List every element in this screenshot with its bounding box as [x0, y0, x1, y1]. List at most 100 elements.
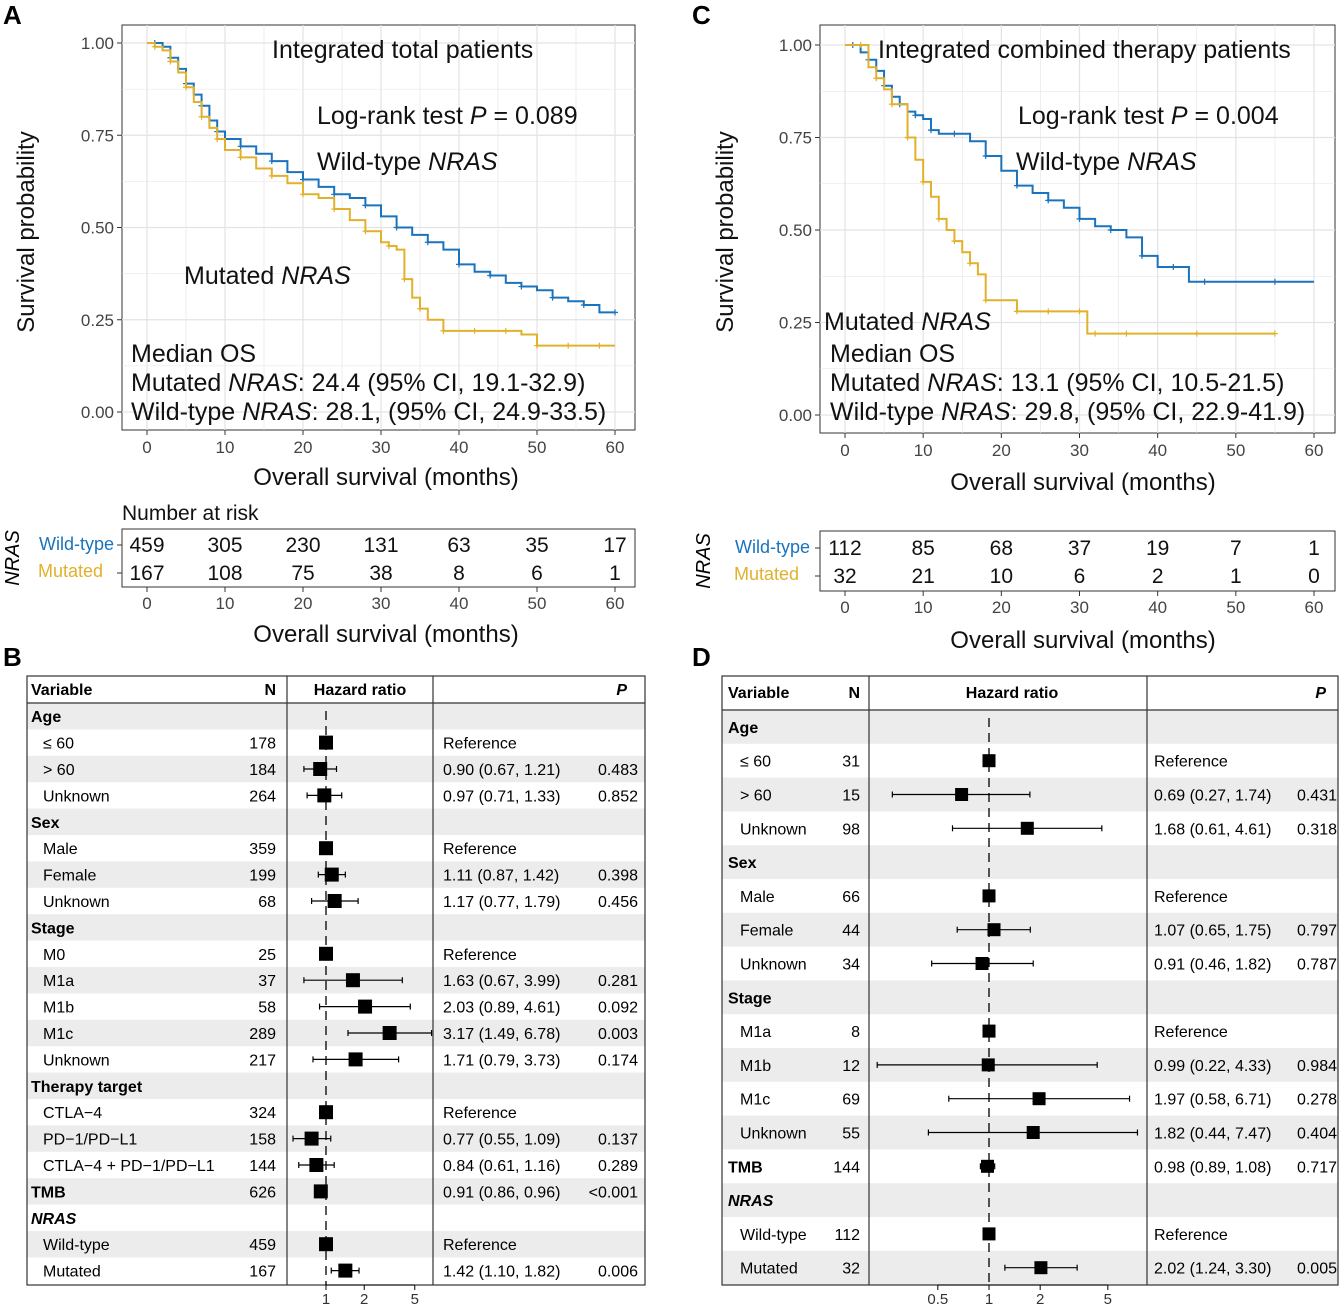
- forest-row-label: Unknown: [740, 1126, 807, 1143]
- forest-row-label: M1b: [740, 1058, 771, 1075]
- forest-xtick-label: 1: [985, 1291, 993, 1307]
- forest-row-hr-text: 0.84 (0.61, 1.16): [443, 1158, 560, 1175]
- km-censor-mark: [424, 239, 431, 246]
- forest-row-p: 0.092: [598, 1000, 638, 1017]
- km-censor-mark: [300, 191, 306, 198]
- risk-wild-value: 17: [603, 534, 626, 557]
- forest-row-p: 0.431: [1297, 788, 1337, 805]
- risk-xtick-label: 20: [992, 598, 1011, 617]
- forest-row-hr-text: 0.99 (0.22, 4.33): [1154, 1058, 1271, 1075]
- forest-row-hr-text: 1.71 (0.79, 3.73): [443, 1052, 560, 1069]
- forest-row-label: Unknown: [43, 788, 110, 805]
- km-xtick-label: 40: [450, 438, 469, 457]
- forest-row-p: <0.001: [589, 1184, 638, 1201]
- forest-row-band: [27, 1178, 645, 1205]
- forest-row-p: 0.281: [598, 973, 638, 990]
- forest-row-hr-text: 0.77 (0.55, 1.09): [443, 1132, 560, 1149]
- forest-row-p: 0.318: [1297, 821, 1337, 838]
- forest-row-band: [722, 845, 1338, 879]
- forest-row-n: 44: [842, 923, 860, 940]
- km-c-median-title: Median OS: [830, 340, 955, 368]
- forest-group-label: Sex: [728, 855, 757, 872]
- forest-point: [981, 1058, 995, 1072]
- forest-row-n: 55: [842, 1126, 860, 1143]
- forest-row-hr-text: 1.07 (0.65, 1.75): [1154, 923, 1271, 940]
- forest-row-n: 158: [249, 1132, 276, 1149]
- risk-wild-value: 305: [207, 534, 242, 557]
- km-censor-mark: [612, 309, 618, 316]
- forest-row-band: [722, 980, 1338, 1015]
- forest-group-label: Therapy target: [31, 1079, 143, 1096]
- forest-row-label: M1a: [43, 973, 74, 990]
- forest-point: [955, 788, 969, 801]
- km-xtick-label: 60: [606, 438, 625, 457]
- forest-row-band: [27, 914, 645, 941]
- risk-wild-value: 112: [828, 537, 861, 560]
- km-censor-mark: [393, 224, 400, 231]
- forest-point: [319, 1105, 333, 1120]
- forest-row-hr-text: 0.69 (0.27, 1.74): [1154, 788, 1271, 805]
- forest-row-label: M1a: [740, 1024, 771, 1041]
- forest-d-h-variable: Variable: [728, 685, 789, 702]
- forest-row-n: 289: [249, 1026, 276, 1043]
- km-censor-mark: [920, 178, 927, 185]
- forest-group-label: Stage: [728, 990, 772, 1007]
- risk-table-c: NRAS Wild-type Mutated 112 85 68 37 19 7 132 21…: [693, 530, 1336, 654]
- risk-xtick-label: 0: [142, 594, 151, 613]
- forest-b-h-variable: Variable: [31, 682, 92, 699]
- km-censor-mark: [1271, 278, 1278, 285]
- forest-row-hr-text: 1.63 (0.67, 3.99): [443, 973, 560, 990]
- km-censor-mark: [982, 153, 989, 159]
- forest-row-n: 459: [249, 1237, 276, 1254]
- km-ytick-label: 0.00: [779, 406, 812, 425]
- km-censor-mark: [1013, 182, 1020, 189]
- forest-row-n: 184: [249, 762, 276, 779]
- forest-row-n: 359: [249, 841, 276, 858]
- km-censor-mark: [331, 191, 338, 198]
- forest-row-label: Unknown: [740, 957, 807, 974]
- risk-xtick-label: 60: [1305, 598, 1324, 617]
- forest-row-label: CTLA−4: [43, 1105, 102, 1122]
- forest-xtick-label: 2: [1036, 1291, 1044, 1307]
- km-a-curves: [147, 40, 618, 349]
- forest-point: [1020, 821, 1034, 835]
- risk-mut-value: 6: [531, 562, 543, 585]
- km-censor-mark: [912, 112, 919, 119]
- risk-wild-value: 63: [447, 534, 470, 557]
- forest-point: [987, 923, 1001, 937]
- risk-c-gene: NRAS: [693, 533, 715, 589]
- forest-row-hr-text: 1.11 (0.87, 1.42): [443, 868, 559, 885]
- km-plot-a: 0 10 20 30 40 50 60 0.00 0.25 0.50 0.75 1.00 Integr…: [13, 24, 636, 491]
- forest-b-rows: Age ≤ 60 178 Reference > 60 184 0.90 (0.67, 1.…: [31, 709, 638, 1280]
- km-censor-mark: [1107, 227, 1114, 233]
- km-censor-mark: [888, 101, 895, 108]
- forest-d-xticks: 0.5 1 2 5: [927, 1284, 1112, 1307]
- forest-row-hr-text: 3.17 (1.49, 6.78): [443, 1026, 560, 1043]
- km-plot-c: 0 10 20 30 40 50 60 0.00 0.25 0.50 0.75 1.00 Integr…: [712, 24, 1336, 496]
- km-censor-mark: [967, 260, 974, 267]
- forest-xtick-label: 0.5: [927, 1291, 948, 1307]
- km-c-median-wild: Wild-type NRAS: 29.8, (95% CI, 22.9-41.9…: [830, 398, 1305, 426]
- forest-row-n: 144: [833, 1159, 860, 1176]
- risk-xtick-label: 30: [1070, 598, 1089, 617]
- forest-point: [358, 999, 373, 1014]
- forest-row-band: [27, 808, 645, 835]
- risk-xtick-label: 10: [216, 594, 235, 613]
- forest-group-label: TMB: [728, 1159, 763, 1176]
- km-censor-mark: [580, 301, 587, 308]
- forest-point: [309, 1158, 324, 1172]
- km-censor-mark: [1123, 330, 1130, 337]
- km-censor-mark: [362, 202, 369, 209]
- forest-row-n: 66: [842, 889, 860, 906]
- km-ytick-label: 1.00: [779, 36, 812, 55]
- forest-point: [313, 762, 328, 776]
- risk-mut-value: 21: [911, 565, 934, 588]
- forest-xtick-label: 5: [1104, 1291, 1112, 1307]
- risk-mut-value: 75: [291, 562, 314, 585]
- km-censor-mark: [1092, 330, 1099, 337]
- km-c-ylabel: Survival probability: [712, 131, 739, 332]
- km-xtick-label: 30: [1070, 441, 1089, 460]
- forest-row-p: 0.717: [1297, 1159, 1337, 1176]
- forest-row-n: 31: [842, 754, 860, 771]
